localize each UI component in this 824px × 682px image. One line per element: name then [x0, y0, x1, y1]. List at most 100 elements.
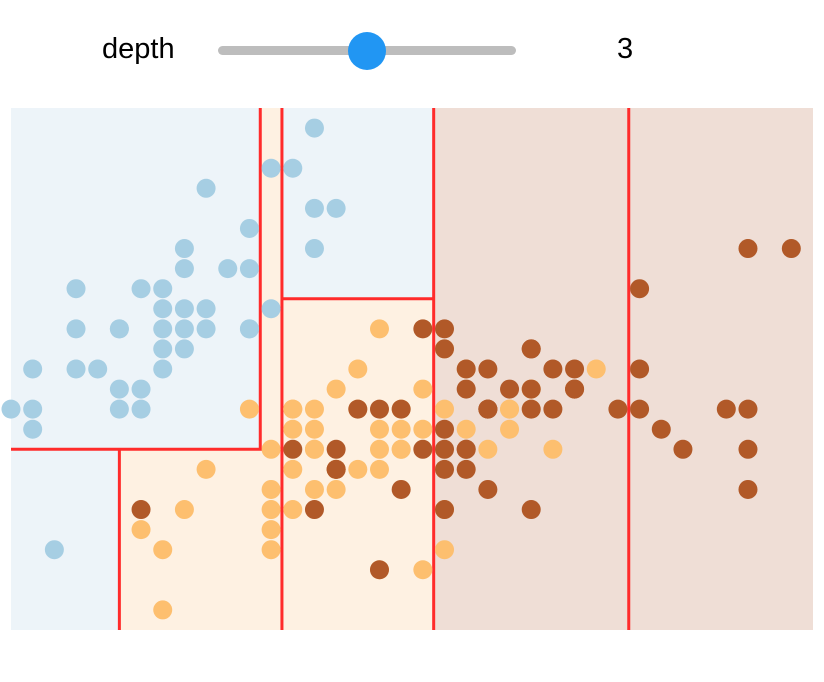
data-point-class0-3 [239, 218, 259, 238]
data-point-class1-43 [283, 459, 303, 479]
data-point-class0-18 [153, 359, 173, 379]
data-point-class2-41 [565, 379, 585, 399]
data-point-class0-6 [239, 319, 259, 339]
data-point-class1-23 [391, 439, 411, 459]
data-point-class0-34 [1, 399, 21, 419]
data-point-class2-6 [131, 500, 151, 520]
data-point-class1-39 [261, 479, 281, 499]
data-point-class0-2 [304, 239, 324, 259]
data-point-class2-51 [478, 479, 498, 499]
depth-value: 3 [617, 33, 634, 65]
data-point-class1-45 [304, 419, 324, 439]
data-point-class2-27 [391, 399, 411, 419]
data-point-class1-26 [543, 439, 563, 459]
data-point-class1-20 [348, 359, 368, 379]
data-point-class2-13 [304, 500, 324, 520]
data-point-class2-22 [738, 439, 758, 459]
data-point-class1-48 [304, 439, 324, 459]
data-point-class2-42 [543, 359, 563, 379]
data-point-class2-3 [435, 419, 455, 439]
data-point-class2-47 [413, 319, 433, 339]
depth-control: depth 3 [0, 0, 824, 100]
data-point-class2-25 [630, 359, 650, 379]
data-point-class0-38 [153, 299, 173, 319]
data-point-class0-36 [131, 399, 151, 419]
decision-region-3 [260, 108, 282, 450]
data-point-class1-54 [261, 439, 281, 459]
data-point-class0-10 [196, 299, 216, 319]
data-point-class1-55 [326, 379, 346, 399]
data-point-class0-15 [174, 319, 194, 339]
data-point-class2-38 [369, 399, 389, 419]
data-point-class2-2 [608, 399, 628, 419]
data-point-class2-20 [565, 359, 585, 379]
data-point-class2-8 [521, 500, 541, 520]
data-point-class2-32 [456, 439, 476, 459]
data-point-class1-18 [413, 560, 433, 580]
data-point-class0-24 [109, 399, 129, 419]
split-lines [11, 108, 631, 630]
data-point-class1-36 [435, 540, 455, 560]
data-point-class0-5 [239, 259, 259, 279]
data-point-class2-12 [543, 399, 563, 419]
decision-regions [11, 108, 813, 630]
data-point-class0-1 [304, 118, 324, 138]
data-point-class1-51 [413, 379, 433, 399]
data-point-class2-35 [738, 399, 758, 419]
data-point-class2-29 [630, 399, 650, 419]
data-point-class2-15 [456, 359, 476, 379]
data-point-class1-37 [283, 399, 303, 419]
data-point-class1-44 [304, 399, 324, 419]
data-point-class1-33 [239, 399, 259, 419]
depth-label: depth [102, 33, 175, 65]
data-point-class2-7 [651, 419, 671, 439]
data-point-class0-30 [23, 359, 43, 379]
data-point-class2-43 [521, 339, 541, 359]
data-point-class0-8 [261, 299, 281, 319]
data-point-class2-17 [738, 239, 758, 259]
data-point-class1-24 [456, 419, 476, 439]
data-point-class1-34 [369, 319, 389, 339]
data-point-class1-29 [304, 479, 324, 499]
data-point-class0-14 [174, 339, 194, 359]
data-point-class0-27 [66, 319, 86, 339]
data-point-class1-32 [369, 459, 389, 479]
data-point-class1-13 [391, 419, 411, 439]
data-point-class1-14 [283, 419, 303, 439]
data-point-class2-9 [630, 279, 650, 299]
data-point-class1-47 [174, 500, 194, 520]
data-point-class1-28 [369, 419, 389, 439]
data-point-class0-11 [196, 178, 216, 198]
data-point-class2-49 [326, 459, 346, 479]
data-point-class2-11 [456, 459, 476, 479]
data-point-class1-9 [196, 459, 216, 479]
decision-region-7 [628, 108, 813, 630]
data-point-class0-13 [174, 239, 194, 259]
data-point-class0-12 [174, 299, 194, 319]
data-point-class2-18 [738, 479, 758, 499]
data-point-class2-34 [391, 479, 411, 499]
data-point-class0-28 [66, 359, 86, 379]
data-point-class1-38 [261, 500, 281, 520]
data-point-class1-50 [435, 399, 455, 419]
data-point-class1-10 [153, 600, 173, 620]
scatter-points [1, 118, 801, 620]
data-point-class0-9 [196, 319, 216, 339]
slider-thumb[interactable] [348, 32, 386, 70]
data-point-class1-3 [261, 540, 281, 560]
data-point-class1-46 [413, 419, 433, 439]
data-point-class2-21 [283, 439, 303, 459]
data-point-class2-44 [521, 399, 541, 419]
data-point-class2-40 [521, 379, 541, 399]
data-point-class1-0 [586, 359, 606, 379]
data-point-class0-33 [44, 540, 64, 560]
decision-region-1 [11, 449, 120, 630]
data-point-class1-30 [261, 520, 281, 540]
depth-slider[interactable] [218, 32, 516, 70]
data-point-class1-42 [153, 540, 173, 560]
data-point-class1-19 [283, 500, 303, 520]
data-point-class0-29 [66, 279, 86, 299]
data-point-class0-37 [109, 319, 129, 339]
data-point-class0-40 [283, 158, 303, 178]
